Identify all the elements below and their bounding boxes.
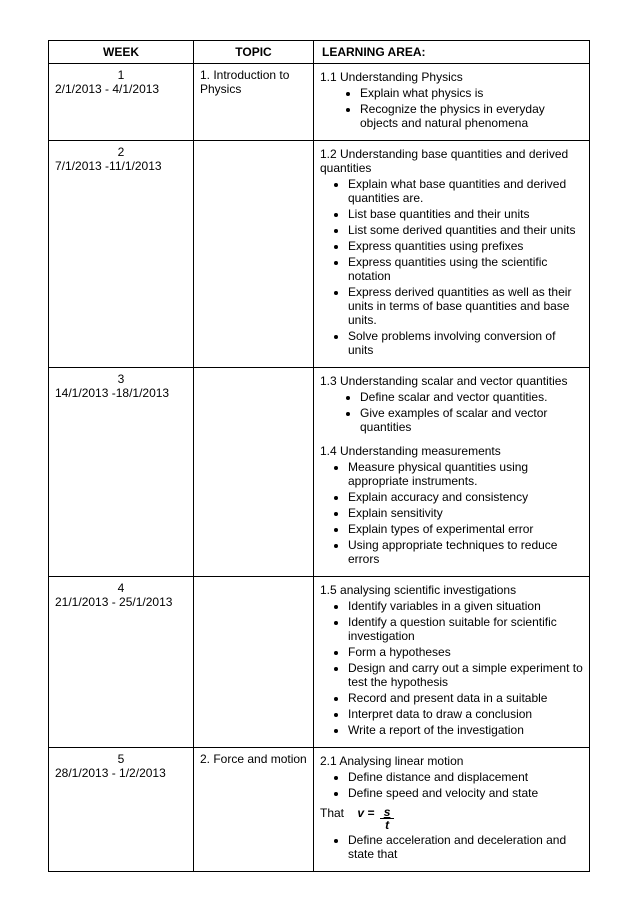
table-row: 27/1/2013 -11/1/2013 1.2 Understanding ba… xyxy=(49,141,590,368)
section-title: 1.3 Understanding scalar and vector quan… xyxy=(320,374,583,388)
bullet-list: Define scalar and vector quantities. Give… xyxy=(320,390,583,434)
bullet-item: List some derived quantities and their u… xyxy=(348,223,583,237)
bullet-list: Define distance and displacement Define s… xyxy=(320,770,583,800)
formula-denominator: t xyxy=(380,819,395,831)
topic-cell xyxy=(194,577,314,748)
table-row: 421/1/2013 - 25/1/2013 1.5 analysing scie… xyxy=(49,577,590,748)
bullet-item: Identify variables in a given situation xyxy=(348,599,583,613)
week-range: 21/1/2013 - 25/1/2013 xyxy=(55,595,187,609)
bullet-item: Interpret data to draw a conclusion xyxy=(348,707,583,721)
table-row: 12/1/2013 - 4/1/20131. Introduction to P… xyxy=(49,64,590,141)
bullet-item: Define acceleration and deceleration and… xyxy=(348,833,583,861)
bullet-item: Recognize the physics in everyday object… xyxy=(360,102,583,130)
bullet-item: List base quantities and their units xyxy=(348,207,583,221)
bullet-list: Define acceleration and deceleration and… xyxy=(320,833,583,861)
bullet-list: Identify variables in a given situation I… xyxy=(320,599,583,737)
header-topic: TOPIC xyxy=(194,41,314,64)
syllabus-table: WEEK TOPIC LEARNING AREA: 12/1/2013 - 4/… xyxy=(48,40,590,872)
bullet-item: Record and present data in a suitable xyxy=(348,691,583,705)
bullet-item: Form a hypotheses xyxy=(348,645,583,659)
week-range: 2/1/2013 - 4/1/2013 xyxy=(55,82,187,96)
bullet-item: Explain sensitivity xyxy=(348,506,583,520)
learning-area-cell: 2.1 Analysing linear motion Define distan… xyxy=(314,748,590,872)
topic-cell: 1. Introduction to Physics xyxy=(194,64,314,141)
bullet-item: Define scalar and vector quantities. xyxy=(360,390,583,404)
week-range: 14/1/2013 -18/1/2013 xyxy=(55,386,187,400)
bullet-item: Solve problems involving conversion of u… xyxy=(348,329,583,357)
week-range: 7/1/2013 -11/1/2013 xyxy=(55,159,187,173)
bullet-item: Define distance and displacement xyxy=(348,770,583,784)
bullet-item: Give examples of scalar and vector quant… xyxy=(360,406,583,434)
formula-that: That xyxy=(320,806,357,820)
formula-v: v = xyxy=(357,806,374,820)
section-title: 1.4 Understanding measurements xyxy=(320,444,583,458)
section-title: 1.5 analysing scientific investigations xyxy=(320,583,583,597)
week-cell: 27/1/2013 -11/1/2013 xyxy=(49,141,194,368)
learning-area-cell: 1.3 Understanding scalar and vector quan… xyxy=(314,368,590,577)
topic-cell xyxy=(194,368,314,577)
table-row: 314/1/2013 -18/1/2013 1.3 Understanding s… xyxy=(49,368,590,577)
week-number: 3 xyxy=(55,372,187,386)
bullet-item: Write a report of the investigation xyxy=(348,723,583,737)
header-learning-area: LEARNING AREA: xyxy=(314,41,590,64)
section-title: 1.1 Understanding Physics xyxy=(320,70,583,84)
week-cell: 528/1/2013 - 1/2/2013 xyxy=(49,748,194,872)
bullet-item: Identify a question suitable for scienti… xyxy=(348,615,583,643)
bullet-item: Express quantities using prefixes xyxy=(348,239,583,253)
bullet-item: Measure physical quantities using approp… xyxy=(348,460,583,488)
learning-area-cell: 1.1 Understanding Physics Explain what ph… xyxy=(314,64,590,141)
topic-cell xyxy=(194,141,314,368)
bullet-item: Define speed and velocity and state xyxy=(348,786,583,800)
week-cell: 12/1/2013 - 4/1/2013 xyxy=(49,64,194,141)
section-title: 1.2 Understanding base quantities and de… xyxy=(320,147,583,175)
bullet-list: Measure physical quantities using approp… xyxy=(320,460,583,566)
header-week: WEEK xyxy=(49,41,194,64)
formula-line: That v = st xyxy=(320,806,583,831)
bullet-item: Explain what base quantities and derived… xyxy=(348,177,583,205)
bullet-item: Explain what physics is xyxy=(360,86,583,100)
week-cell: 314/1/2013 -18/1/2013 xyxy=(49,368,194,577)
learning-area-cell: 1.2 Understanding base quantities and de… xyxy=(314,141,590,368)
header-row: WEEK TOPIC LEARNING AREA: xyxy=(49,41,590,64)
bullet-item: Express derived quantities as well as th… xyxy=(348,285,583,327)
bullet-list: Explain what physics is Recognize the phy… xyxy=(320,86,583,130)
bullet-item: Express quantities using the scientific … xyxy=(348,255,583,283)
week-number: 5 xyxy=(55,752,187,766)
bullet-item: Design and carry out a simple experiment… xyxy=(348,661,583,689)
table-row: 528/1/2013 - 1/2/20132. Force and motion… xyxy=(49,748,590,872)
bullet-item: Explain accuracy and consistency xyxy=(348,490,583,504)
section-title: 2.1 Analysing linear motion xyxy=(320,754,583,768)
bullet-item: Explain types of experimental error xyxy=(348,522,583,536)
week-number: 2 xyxy=(55,145,187,159)
week-cell: 421/1/2013 - 25/1/2013 xyxy=(49,577,194,748)
week-range: 28/1/2013 - 1/2/2013 xyxy=(55,766,187,780)
learning-area-cell: 1.5 analysing scientific investigations I… xyxy=(314,577,590,748)
bullet-item: Using appropriate techniques to reduce e… xyxy=(348,538,583,566)
topic-cell: 2. Force and motion xyxy=(194,748,314,872)
week-number: 1 xyxy=(55,68,187,82)
week-number: 4 xyxy=(55,581,187,595)
formula-fraction: st xyxy=(380,806,395,831)
bullet-list: Explain what base quantities and derived… xyxy=(320,177,583,357)
